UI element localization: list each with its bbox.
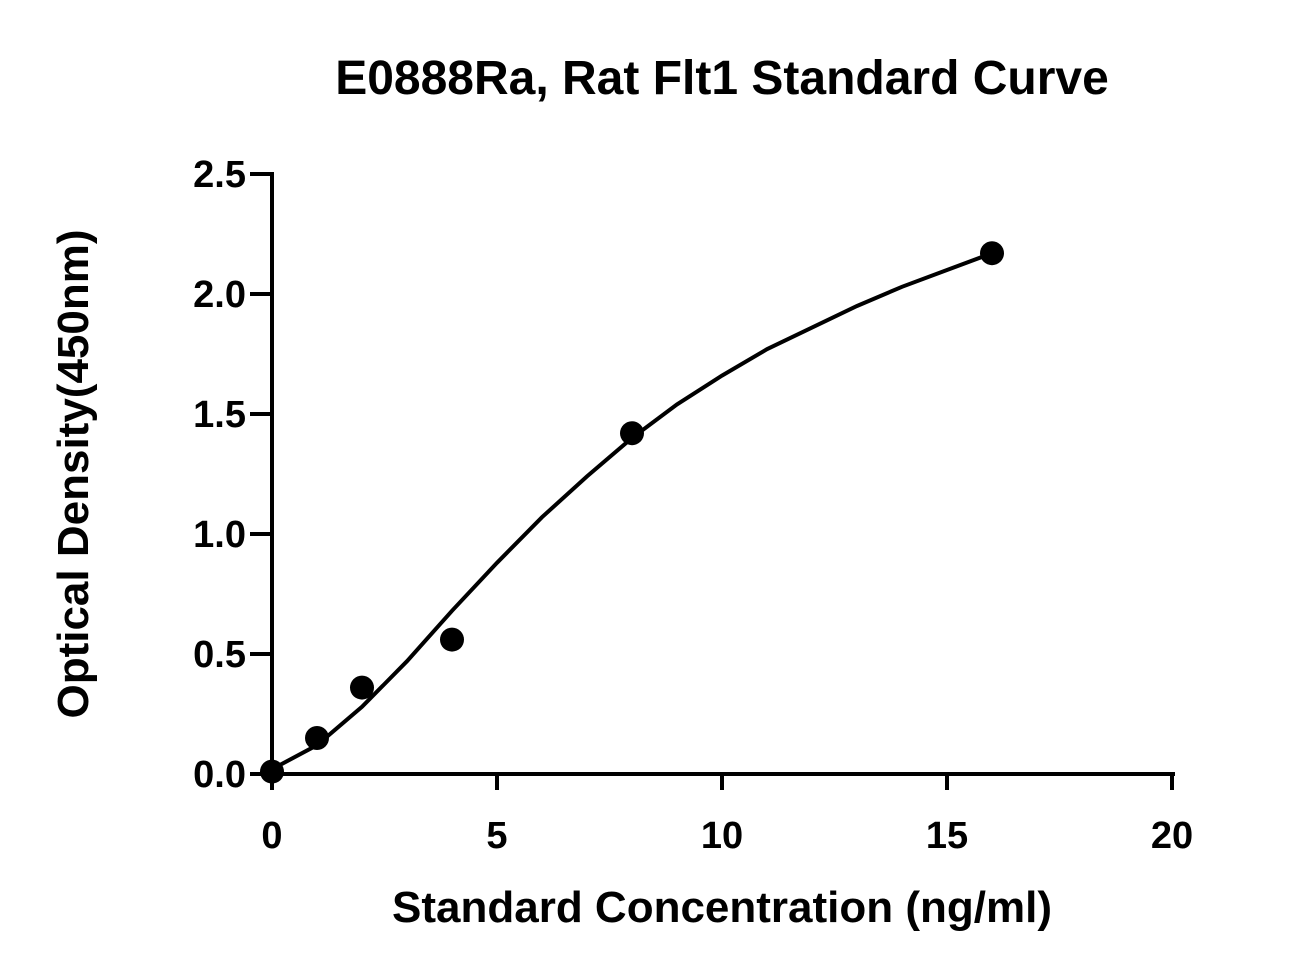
y-tick-label: 2.0 — [193, 274, 246, 316]
y-tick-label: 2.5 — [193, 154, 246, 196]
x-tick-label: 0 — [261, 815, 282, 857]
x-ticks: 0 5 10 15 20 — [261, 774, 1193, 857]
chart-title: E0888Ra, Rat Flt1 Standard Curve — [335, 52, 1109, 105]
x-tick-label: 15 — [926, 815, 968, 857]
data-point-2 — [350, 675, 374, 700]
data-point-1 — [305, 726, 329, 750]
data-point-0 — [260, 759, 284, 784]
y-axis-label: Optical Density(450nm) — [49, 229, 98, 718]
data-points — [260, 241, 1004, 784]
x-tick-label: 20 — [1151, 815, 1193, 857]
y-tick-label: 1.0 — [193, 514, 246, 556]
data-point-5 — [980, 241, 1004, 266]
fit-curve — [271, 251, 993, 771]
x-tick-label: 10 — [701, 815, 743, 857]
x-tick-label: 5 — [486, 815, 507, 857]
y-ticks: 0.0 0.5 1.0 1.5 2.0 2.5 — [193, 154, 272, 796]
data-point-3 — [440, 627, 464, 652]
y-tick-label: 0.5 — [193, 634, 246, 676]
y-tick-label: 0.0 — [193, 754, 246, 796]
y-tick-label: 1.5 — [193, 394, 246, 436]
axes — [270, 172, 1175, 776]
x-axis-label: Standard Concentration (ng/ml) — [392, 883, 1052, 932]
data-point-4 — [620, 421, 644, 446]
